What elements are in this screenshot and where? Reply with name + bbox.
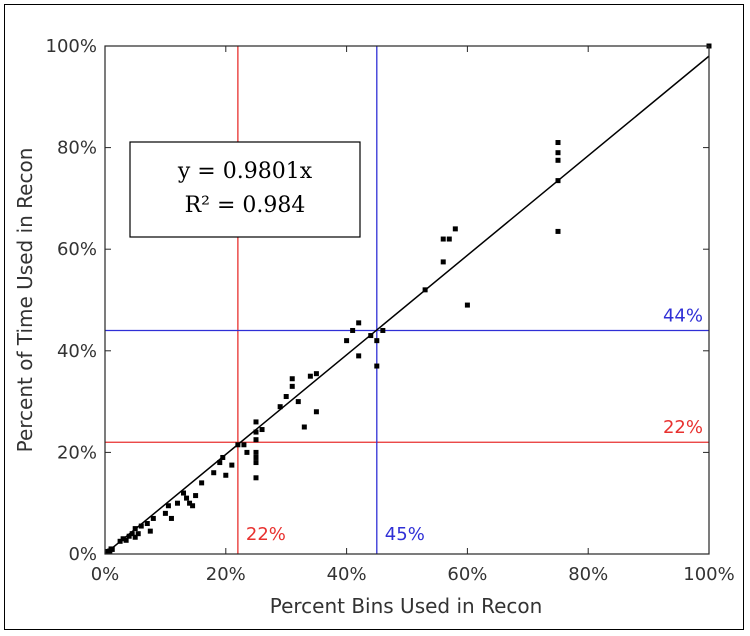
data-point: [190, 503, 196, 509]
data-point: [162, 510, 168, 516]
x-tick-label: 60%: [447, 564, 487, 585]
data-point: [123, 537, 129, 543]
x-tick-label: 100%: [683, 564, 734, 585]
x-tick-label: 40%: [327, 564, 367, 585]
fit-line: [104, 55, 710, 555]
data-point: [301, 424, 307, 430]
data-point: [313, 371, 319, 377]
data-point: [350, 327, 356, 333]
data-point: [446, 236, 452, 242]
y-tick-label: 0%: [68, 544, 97, 565]
data-point: [289, 376, 295, 382]
r-squared: R² = 0.984: [185, 193, 306, 218]
data-point: [452, 226, 458, 232]
data-point: [223, 472, 229, 478]
data-point: [307, 373, 313, 379]
data-point: [211, 470, 217, 476]
data-point: [464, 302, 470, 308]
data-point: [555, 157, 561, 163]
data-point: [244, 449, 250, 455]
data-point: [181, 490, 187, 496]
data-point: [144, 521, 150, 527]
x-tick-label: 0%: [91, 564, 120, 585]
fit-equation: y = 0.9801x: [177, 159, 313, 184]
data-point: [229, 462, 235, 468]
y-tick-label: 20%: [57, 442, 97, 463]
data-point: [129, 531, 135, 537]
plot-area-border: [104, 45, 710, 555]
data-point: [374, 338, 380, 344]
equation-box: y = 0.9801x R² = 0.984: [129, 141, 361, 238]
axis-ticks: 0% 20% 40% 60% 80% 100% 0% 20% 40% 60% 80% 100%: [46, 36, 735, 585]
data-point: [135, 531, 141, 537]
data-point: [174, 500, 180, 506]
fit-line-layer: [104, 55, 710, 555]
data-point: [368, 333, 374, 339]
data-point: [109, 546, 115, 552]
reference-labels: 22% 22% 45% 44%: [246, 305, 703, 545]
data-point: [120, 536, 126, 542]
x-tick-label: 20%: [206, 564, 246, 585]
reference-label-vertical-blue: 45%: [385, 524, 425, 545]
y-axis-label: Percent of Time Used in Recon: [13, 148, 37, 453]
reference-lines: [105, 46, 709, 554]
reference-label-horizontal-blue: 44%: [663, 305, 703, 326]
data-point: [356, 320, 362, 326]
figure-frame: [4, 4, 744, 630]
data-point: [313, 409, 319, 415]
data-point: [253, 419, 259, 425]
data-point: [184, 495, 190, 501]
data-point: [132, 526, 138, 532]
data-point: [217, 460, 223, 466]
data-point: [283, 394, 289, 400]
data-point: [344, 338, 350, 344]
y-tick-label: 80%: [57, 138, 97, 159]
data-point: [555, 150, 561, 156]
y-tick-label: 60%: [57, 239, 97, 260]
data-point: [253, 454, 259, 460]
data-point: [253, 429, 259, 435]
reference-label-horizontal-red: 22%: [663, 417, 703, 438]
data-point: [555, 178, 561, 184]
data-point: [253, 460, 259, 466]
data-point: [295, 399, 301, 405]
data-points: [105, 43, 712, 554]
data-point: [220, 454, 226, 460]
data-point: [132, 534, 138, 540]
data-point: [187, 500, 193, 506]
data-point: [165, 503, 171, 509]
data-point: [117, 538, 123, 544]
x-axis-label: Percent Bins Used in Recon: [270, 594, 543, 618]
data-point: [555, 140, 561, 146]
data-point: [277, 404, 283, 410]
data-point: [374, 363, 380, 369]
data-point: [380, 327, 386, 333]
data-point: [440, 236, 446, 242]
data-point: [193, 493, 199, 499]
data-point: [241, 442, 247, 448]
data-point: [147, 528, 153, 534]
data-point: [555, 228, 561, 234]
data-point: [289, 383, 295, 389]
data-point: [126, 533, 132, 539]
data-point: [259, 427, 265, 433]
equation-box-border: [129, 141, 361, 238]
data-point: [440, 259, 446, 265]
data-point: [138, 523, 144, 529]
data-point: [422, 287, 428, 293]
data-point: [168, 515, 174, 521]
reference-label-vertical-red: 22%: [246, 524, 286, 545]
data-point: [356, 353, 362, 359]
y-tick-label: 100%: [46, 36, 97, 57]
x-tick-label: 80%: [568, 564, 608, 585]
data-point: [235, 442, 241, 448]
data-point: [253, 437, 259, 443]
data-point: [150, 515, 156, 521]
data-point: [199, 480, 205, 486]
data-point: [253, 475, 259, 481]
y-tick-label: 40%: [57, 341, 97, 362]
data-point: [253, 449, 259, 455]
